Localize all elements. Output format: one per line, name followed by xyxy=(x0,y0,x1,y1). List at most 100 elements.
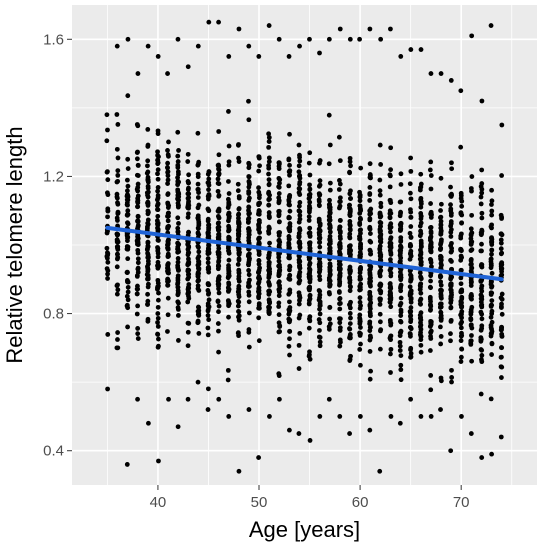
data-point xyxy=(469,188,474,194)
data-point xyxy=(377,468,383,474)
data-point xyxy=(175,215,181,221)
data-point xyxy=(246,43,252,49)
data-point xyxy=(488,23,494,28)
data-point xyxy=(357,234,363,240)
data-point xyxy=(489,251,494,257)
data-point xyxy=(448,318,454,324)
data-point xyxy=(317,182,323,188)
data-point xyxy=(489,198,495,204)
data-point xyxy=(105,386,110,392)
data-point xyxy=(317,264,323,269)
data-point xyxy=(388,240,394,246)
data-point xyxy=(114,194,120,200)
data-point xyxy=(357,414,363,419)
data-point xyxy=(226,257,232,263)
data-point xyxy=(478,248,484,254)
data-point xyxy=(256,226,262,231)
data-point xyxy=(235,262,241,267)
data-point xyxy=(165,279,170,284)
data-point xyxy=(408,214,414,220)
x-tick-label: 40 xyxy=(150,494,167,511)
data-point xyxy=(125,324,130,330)
data-point xyxy=(267,304,272,310)
data-point xyxy=(327,304,333,310)
data-point xyxy=(438,334,444,339)
data-point xyxy=(185,151,191,157)
data-point xyxy=(377,177,383,183)
data-point xyxy=(337,262,343,268)
data-point xyxy=(175,229,181,235)
data-point xyxy=(195,162,201,168)
data-point xyxy=(368,175,373,181)
data-point xyxy=(347,202,352,208)
data-point xyxy=(459,203,465,209)
data-point xyxy=(418,228,423,234)
data-point xyxy=(196,277,201,283)
data-point xyxy=(347,159,353,165)
data-point xyxy=(397,269,403,275)
data-point xyxy=(186,203,192,208)
data-point xyxy=(449,274,454,280)
data-point xyxy=(357,347,363,352)
data-point xyxy=(247,277,252,283)
data-point xyxy=(479,167,485,173)
data-point xyxy=(105,251,111,257)
data-point xyxy=(317,158,323,163)
data-point xyxy=(348,188,353,194)
data-point xyxy=(307,279,313,285)
data-point xyxy=(226,212,231,217)
data-point xyxy=(417,332,423,338)
data-point xyxy=(498,295,504,301)
data-point xyxy=(125,220,130,226)
data-point xyxy=(296,239,302,245)
data-point xyxy=(378,162,384,167)
data-point xyxy=(327,291,332,297)
data-point xyxy=(498,434,504,440)
data-point xyxy=(428,302,433,308)
data-point xyxy=(398,248,404,254)
data-point xyxy=(307,262,312,268)
data-point xyxy=(407,190,413,196)
y-tick-label: 0.4 xyxy=(43,443,64,460)
data-point xyxy=(469,174,475,179)
data-point xyxy=(287,336,292,342)
data-point xyxy=(358,276,364,282)
data-point xyxy=(216,232,221,237)
data-point xyxy=(104,112,110,118)
data-point xyxy=(438,407,443,412)
data-point xyxy=(307,349,312,355)
data-point xyxy=(175,313,181,318)
data-point xyxy=(206,208,212,214)
data-point xyxy=(124,246,130,252)
data-point xyxy=(469,247,475,253)
data-point xyxy=(478,327,484,333)
data-point xyxy=(427,294,433,300)
data-point xyxy=(398,199,404,205)
data-point xyxy=(428,201,433,206)
data-point xyxy=(287,309,292,315)
data-point xyxy=(367,226,373,232)
data-point xyxy=(287,194,292,200)
data-point xyxy=(286,427,292,433)
data-point xyxy=(499,345,505,351)
data-point xyxy=(246,204,252,210)
data-point xyxy=(176,338,181,343)
data-point xyxy=(155,171,160,177)
data-point xyxy=(175,306,181,312)
data-point xyxy=(468,257,474,263)
data-point xyxy=(408,351,414,356)
data-point xyxy=(246,215,252,221)
data-point xyxy=(388,235,394,240)
data-point xyxy=(438,255,444,261)
data-point xyxy=(155,54,161,59)
data-point xyxy=(267,414,272,419)
data-point xyxy=(115,287,121,293)
data-point xyxy=(296,163,302,169)
data-point xyxy=(105,208,111,214)
data-point xyxy=(175,265,181,271)
data-point xyxy=(488,396,494,402)
data-point xyxy=(479,215,485,221)
data-point xyxy=(469,304,475,310)
data-point xyxy=(257,265,262,271)
data-point xyxy=(438,225,444,231)
